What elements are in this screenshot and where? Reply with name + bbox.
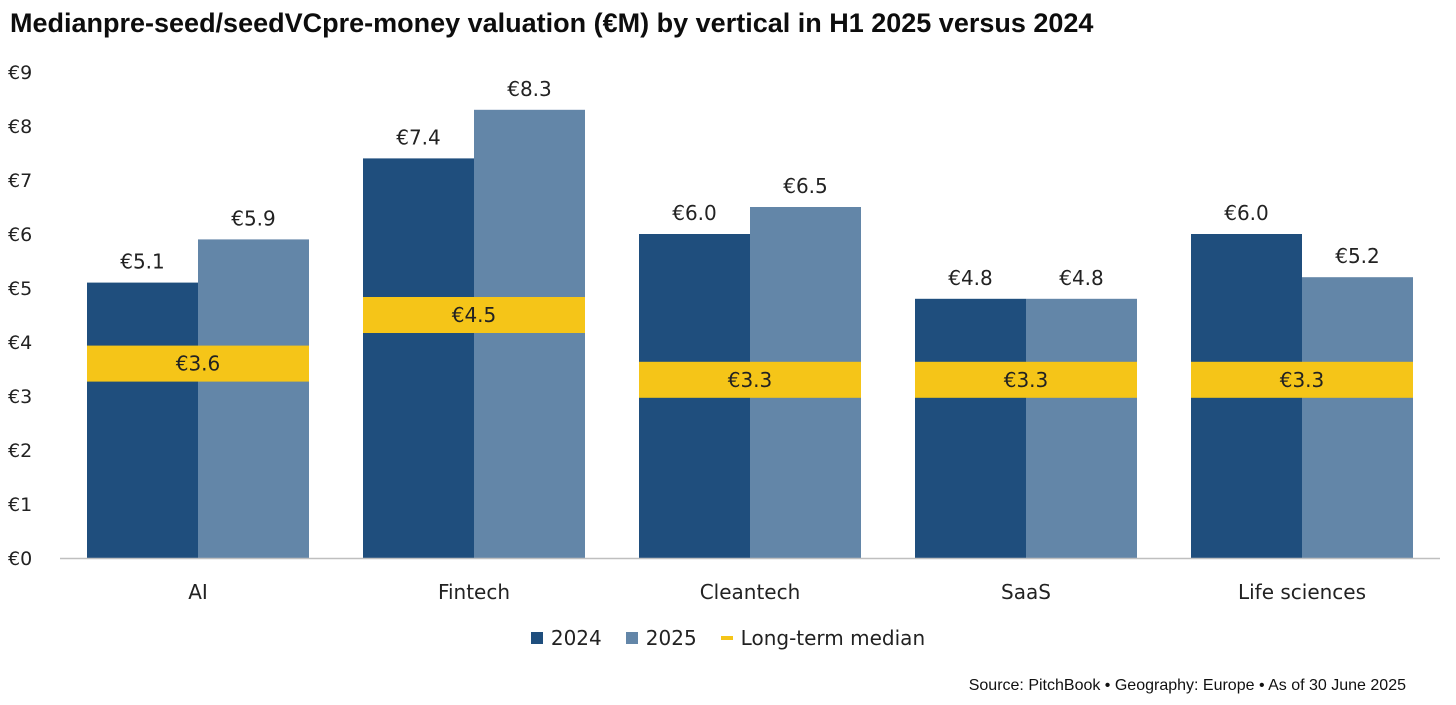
- bar-2025-fintech: [474, 109, 585, 559]
- x-category-label: Fintech: [438, 580, 510, 604]
- y-tick-label: €0: [8, 548, 32, 570]
- legend-swatch-2025: [625, 632, 638, 644]
- data-labels: €5.1 €5.9 €3.6 €7.4 €8.3 €4.5 €6.0 €6.5 €3.3 €4.8…: [120, 77, 1380, 392]
- median-bands: [87, 297, 1413, 398]
- y-tick-label: €7: [8, 170, 32, 192]
- data-label-2024: €4.8: [948, 266, 993, 290]
- x-category-label: Cleantech: [700, 580, 801, 604]
- bar-chart: €0 €1 €2 €3 €4 €5 €6 €7 €8 €9 €5.1 €5.9 €3.6 €7.4 €8.…: [8, 62, 1440, 604]
- median-label: €3.3: [1004, 368, 1049, 392]
- x-axis: AI Fintech Cleantech SaaS Life sciences: [60, 557, 1440, 604]
- data-label-2025: €4.8: [1059, 266, 1104, 290]
- legend: 2024 2025 Long-term median: [0, 626, 1456, 650]
- data-label-2025: €8.3: [507, 77, 552, 101]
- data-label-2024: €6.0: [1224, 201, 1269, 225]
- bars: [87, 109, 1413, 559]
- median-label: €3.3: [1280, 368, 1325, 392]
- median-band-life-sciences: [1191, 361, 1413, 398]
- median-band-saas: [915, 361, 1137, 398]
- legend-label-median: Long-term median: [740, 626, 926, 650]
- median-label: €3.6: [176, 352, 221, 376]
- y-tick-label: €1: [8, 494, 32, 516]
- data-label-2025: €6.5: [783, 174, 828, 198]
- bar-2024-ai: [87, 282, 198, 558]
- y-tick-label: €2: [8, 440, 32, 462]
- median-label: €4.5: [452, 303, 497, 327]
- x-category-label: AI: [188, 580, 208, 604]
- chart-title: Medianpre-seed/seedVCpre-money valuation…: [10, 8, 1094, 38]
- legend-swatch-median: [720, 636, 733, 640]
- legend-swatch-2024: [530, 632, 543, 644]
- x-category-label: SaaS: [1001, 580, 1051, 604]
- legend-item-median: Long-term median: [720, 626, 926, 650]
- data-label-2024: €7.4: [396, 125, 441, 149]
- y-tick-label: €4: [8, 332, 32, 354]
- legend-label-2025: 2025: [645, 626, 697, 650]
- x-category-label: Life sciences: [1238, 580, 1366, 604]
- y-tick-label: €8: [8, 116, 32, 138]
- data-label-2024: €5.1: [120, 250, 165, 274]
- median-band-cleantech: [639, 361, 861, 398]
- y-tick-label: €3: [8, 386, 32, 408]
- bar-2025-saas: [1026, 298, 1137, 558]
- median-band-fintech: [363, 297, 585, 333]
- legend-item-2025: 2025: [625, 626, 697, 650]
- y-axis: €0 €1 €2 €3 €4 €5 €6 €7 €8 €9: [8, 62, 32, 570]
- y-tick-label: €6: [8, 224, 32, 246]
- bar-2025-life-sciences: [1302, 277, 1413, 558]
- median-band-ai: [87, 345, 309, 382]
- legend-item-2024: 2024: [530, 626, 602, 650]
- bar-2025-ai: [198, 239, 309, 558]
- median-label: €3.3: [728, 368, 773, 392]
- bar-2024-fintech: [363, 158, 474, 558]
- data-label-2025: €5.9: [231, 206, 276, 230]
- legend-label-2024: 2024: [550, 626, 602, 650]
- data-label-2024: €6.0: [672, 201, 717, 225]
- bar-2024-saas: [915, 298, 1026, 558]
- y-tick-label: €5: [8, 278, 32, 300]
- y-tick-label: €9: [8, 62, 32, 84]
- source-note: Source: PitchBook • Geography: Europe • …: [968, 677, 1406, 694]
- data-label-2025: €5.2: [1335, 244, 1380, 268]
